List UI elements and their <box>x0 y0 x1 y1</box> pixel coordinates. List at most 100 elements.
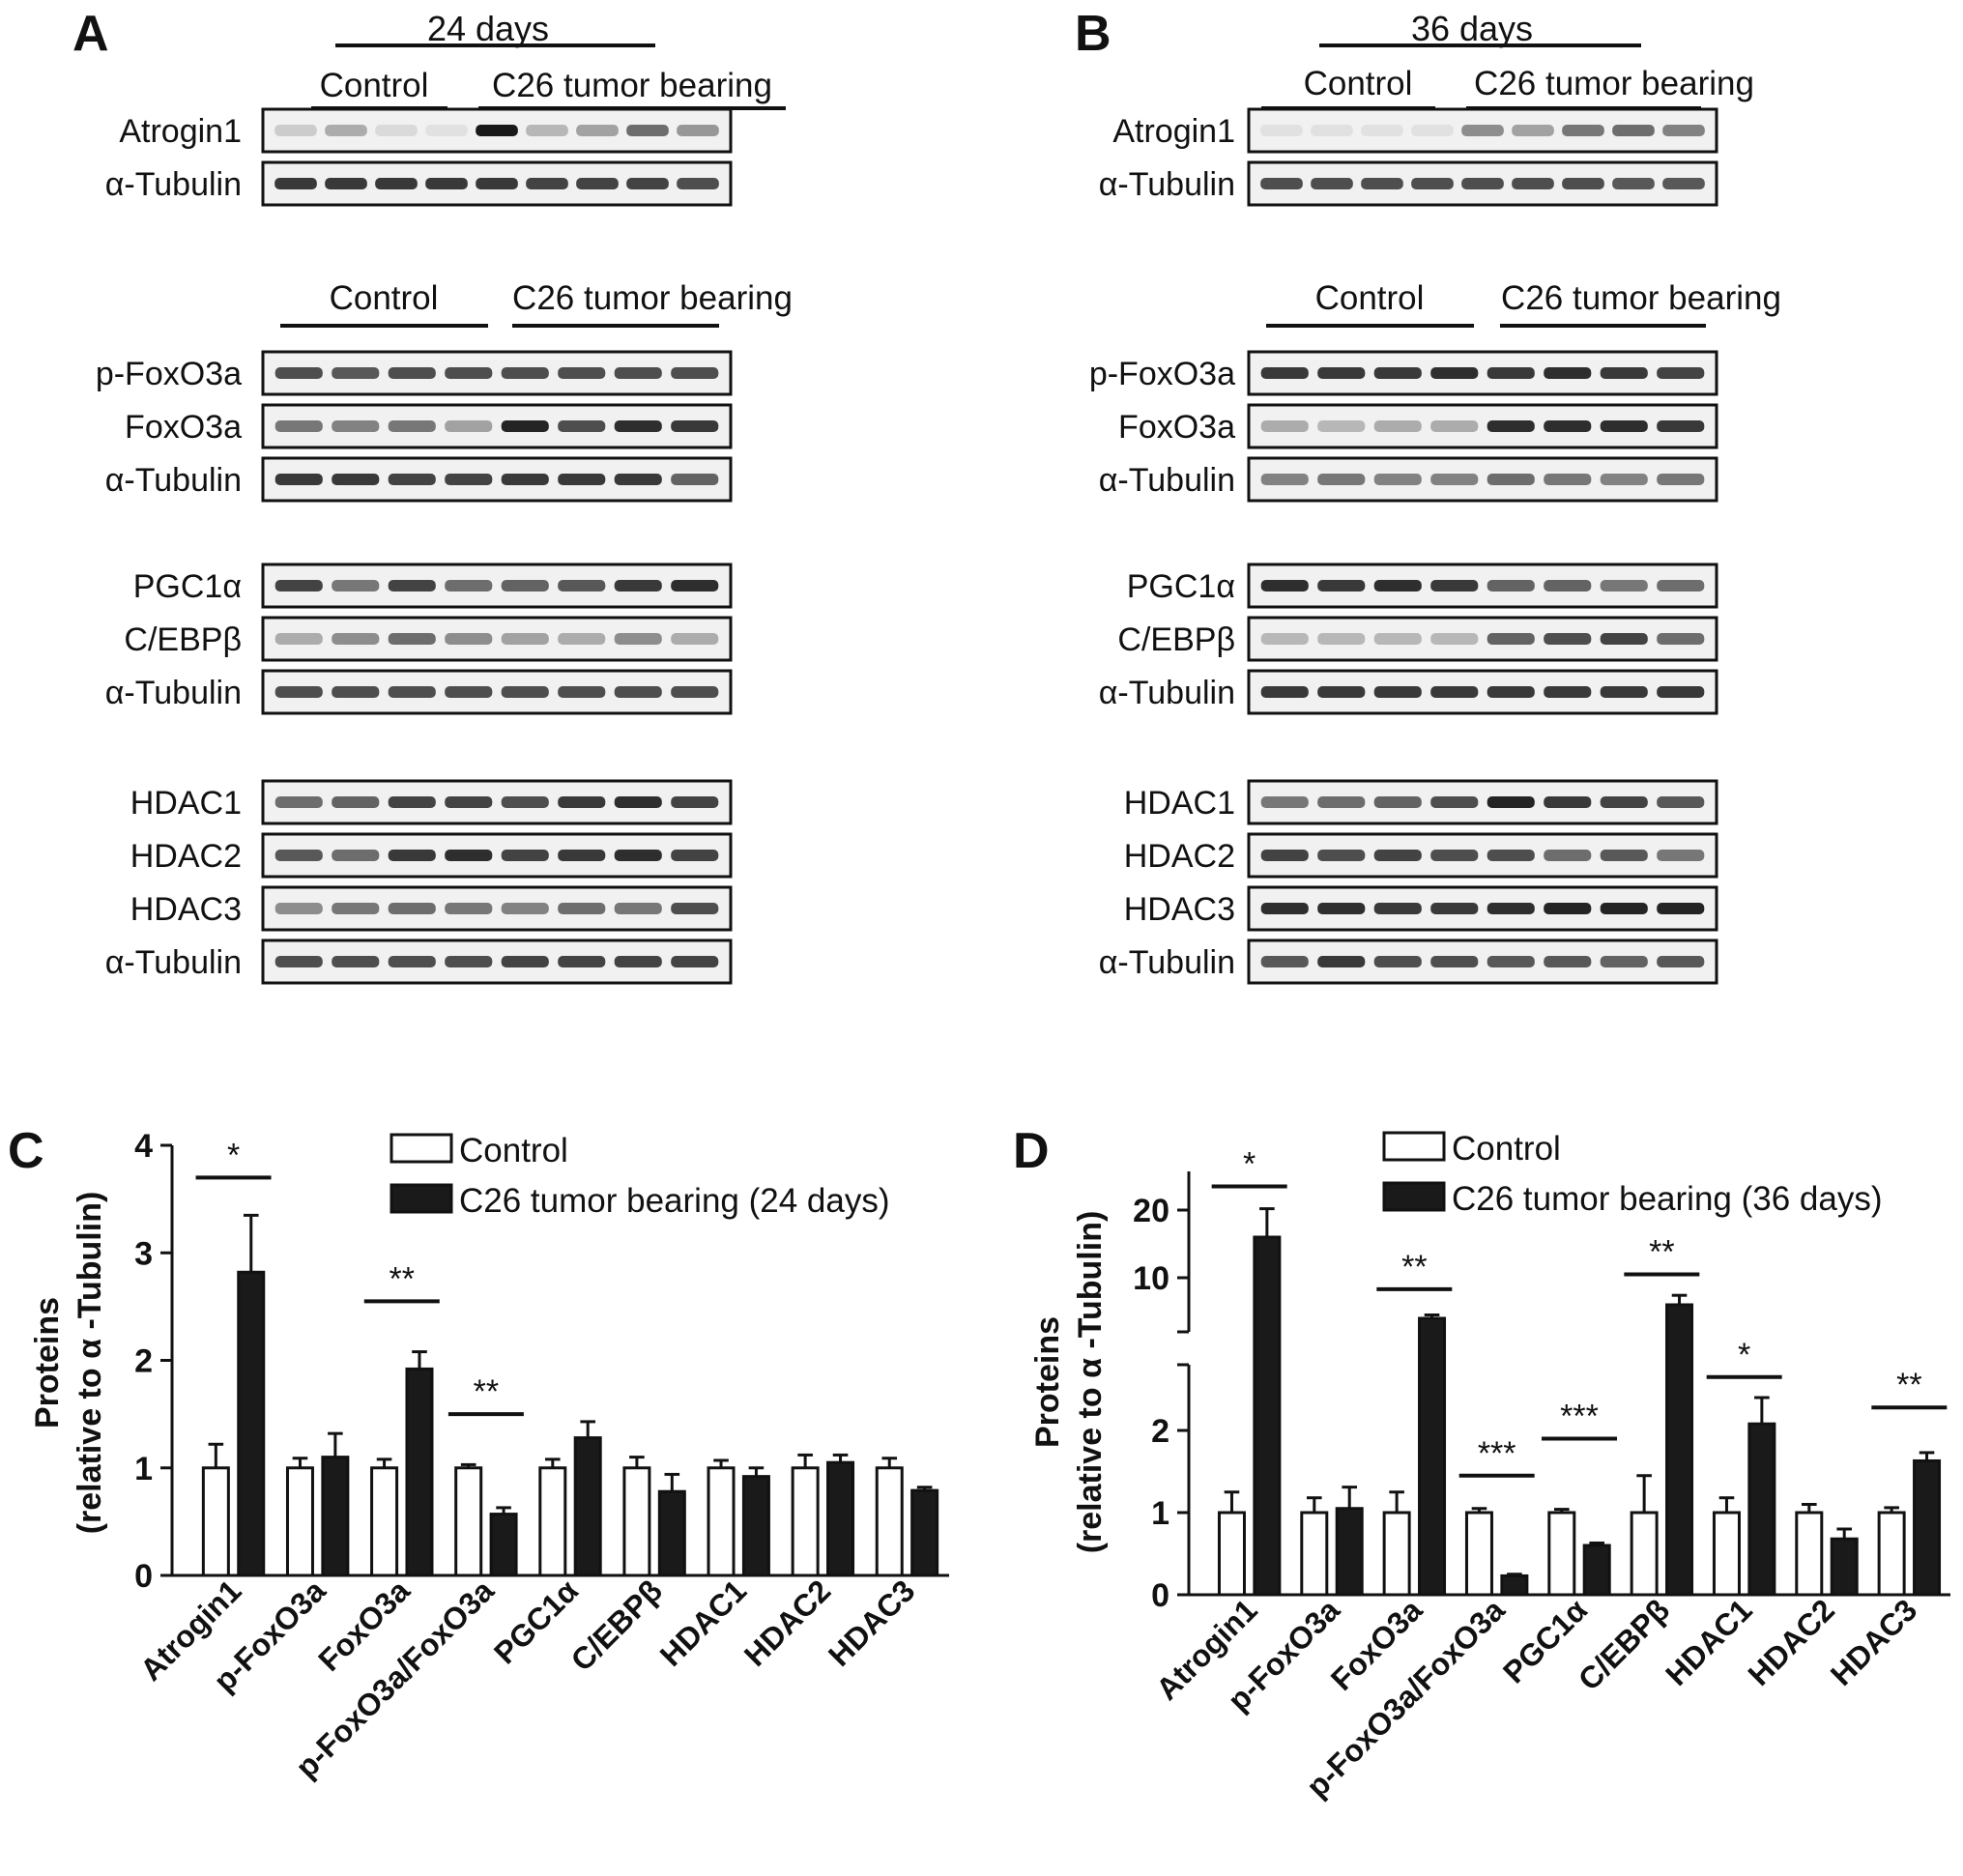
blot-band <box>1361 178 1403 189</box>
blot-band <box>1544 850 1592 861</box>
legend-label: C26 tumor bearing (36 days) <box>1452 1180 1883 1218</box>
blot-row-tubulin: α-Tubulin <box>105 669 733 715</box>
blot-row-tubulin: α-Tubulin <box>105 456 733 503</box>
x-tick-label: HDAC2 <box>737 1573 837 1672</box>
blot-band <box>274 420 323 432</box>
blot-band <box>1544 580 1592 592</box>
blot-band <box>332 633 380 645</box>
blot-band <box>388 367 436 379</box>
blot-band <box>1373 796 1422 808</box>
blot-band <box>325 178 367 189</box>
blot-band <box>1487 850 1535 861</box>
blot-band <box>1317 580 1366 592</box>
blot-band <box>1612 125 1655 136</box>
blot-band <box>1260 850 1309 861</box>
blot-band <box>1411 178 1454 189</box>
blot-band <box>614 580 662 592</box>
bar-c26-tumor-bearing-36-days-hdac2 <box>1830 1537 1859 1597</box>
blot-band <box>1512 178 1554 189</box>
y-axis-label: Proteins <box>29 1297 66 1429</box>
blot-band <box>445 850 493 861</box>
blot-band <box>1600 633 1648 645</box>
blot-band <box>1317 903 1366 914</box>
legend-swatch-control <box>1382 1131 1446 1162</box>
group-label-control-top: Control <box>320 67 429 104</box>
significance-label: *** <box>1560 1399 1599 1435</box>
blot-band <box>1512 125 1554 136</box>
bar-control-hdac3 <box>1877 1511 1906 1597</box>
blot-band <box>388 850 436 861</box>
bar-control-foxo3a <box>1382 1511 1411 1597</box>
blot-band <box>1430 420 1479 432</box>
blot-band <box>1544 367 1592 379</box>
blot-band <box>1260 633 1309 645</box>
blot-band <box>626 125 669 136</box>
blot-band <box>501 686 549 698</box>
bar-control-hdac1 <box>1712 1511 1741 1597</box>
blot-label: HDAC3 <box>130 891 242 928</box>
blot-band <box>1317 850 1366 861</box>
blot-band <box>445 956 493 967</box>
blot-band <box>1562 178 1604 189</box>
blot-band <box>1373 580 1422 592</box>
blot-band <box>501 633 549 645</box>
blot-band <box>1544 633 1592 645</box>
blot-label: PGC1α <box>133 568 242 605</box>
blot-band <box>1600 686 1648 698</box>
blot-band <box>614 633 662 645</box>
blot-panel-b: B 36 days Control C26 tumor bearing Control C… <box>1075 6 1781 985</box>
blot-band <box>445 420 493 432</box>
bar-c26-tumor-bearing-36-days-hdac3 <box>1913 1458 1942 1597</box>
blot-band <box>1317 956 1366 967</box>
y-axis-title: Proteins (relative to α -Tubulin) <box>1029 1211 1109 1554</box>
blot-band <box>1317 633 1366 645</box>
legend-label: C26 tumor bearing (24 days) <box>459 1182 890 1220</box>
blot-band <box>558 420 606 432</box>
blot-row-atrogin1: Atrogin1 <box>1112 107 1718 154</box>
blot-band <box>1311 125 1353 136</box>
blot-band <box>1657 850 1705 861</box>
blot-label: FoxO3a <box>1118 409 1235 446</box>
blot-label: HDAC1 <box>1124 785 1235 822</box>
bar-c26-tumor-bearing-36-days-foxo3a <box>1418 1316 1447 1597</box>
y-axis-label-2: (relative to α -Tubulin) <box>1072 1211 1109 1554</box>
blot-band <box>388 686 436 698</box>
x-tick-label: C/EBPβ <box>564 1573 669 1677</box>
blot-band <box>671 686 719 698</box>
blot-band <box>614 903 662 914</box>
blot-band <box>1260 580 1309 592</box>
blot-band <box>1430 850 1479 861</box>
blot-row-pgc1: PGC1α <box>133 563 733 609</box>
blot-band <box>1600 474 1648 485</box>
blot-band <box>274 850 323 861</box>
bar-control-p-foxo3a <box>1300 1511 1329 1597</box>
blot-band <box>677 178 719 189</box>
blot-band <box>671 903 719 914</box>
blot-band <box>614 686 662 698</box>
blot-band <box>388 956 436 967</box>
blot-band <box>1487 633 1535 645</box>
bar-control-c-ebp <box>622 1466 651 1577</box>
significance-label: ** <box>1649 1234 1674 1271</box>
y-axis-title: Proteins (relative to α -Tubulin) <box>29 1192 108 1535</box>
blot-band <box>1600 956 1648 967</box>
blot-band <box>1430 580 1479 592</box>
blot-band <box>1487 956 1535 967</box>
blot-band <box>388 474 436 485</box>
panel-letter-b: B <box>1075 6 1111 62</box>
significance-label: ** <box>1401 1249 1427 1285</box>
blot-row-hdac3: HDAC3 <box>1124 885 1718 932</box>
blot-band <box>445 367 493 379</box>
blot-band <box>1260 474 1309 485</box>
blot-label: p-FoxO3a <box>1089 356 1235 392</box>
blot-band <box>576 178 619 189</box>
blot-label: HDAC1 <box>130 785 242 822</box>
blot-band <box>1657 420 1705 432</box>
panel-letter-c: C <box>8 1123 44 1179</box>
blot-band <box>501 903 549 914</box>
bar-c26-tumor-bearing-36-days-atrogin1 <box>1253 1235 1282 1597</box>
blot-label: C/EBPβ <box>1117 621 1235 658</box>
legend-swatch-control <box>390 1133 453 1164</box>
blot-band <box>1373 367 1422 379</box>
blot-band <box>388 580 436 592</box>
